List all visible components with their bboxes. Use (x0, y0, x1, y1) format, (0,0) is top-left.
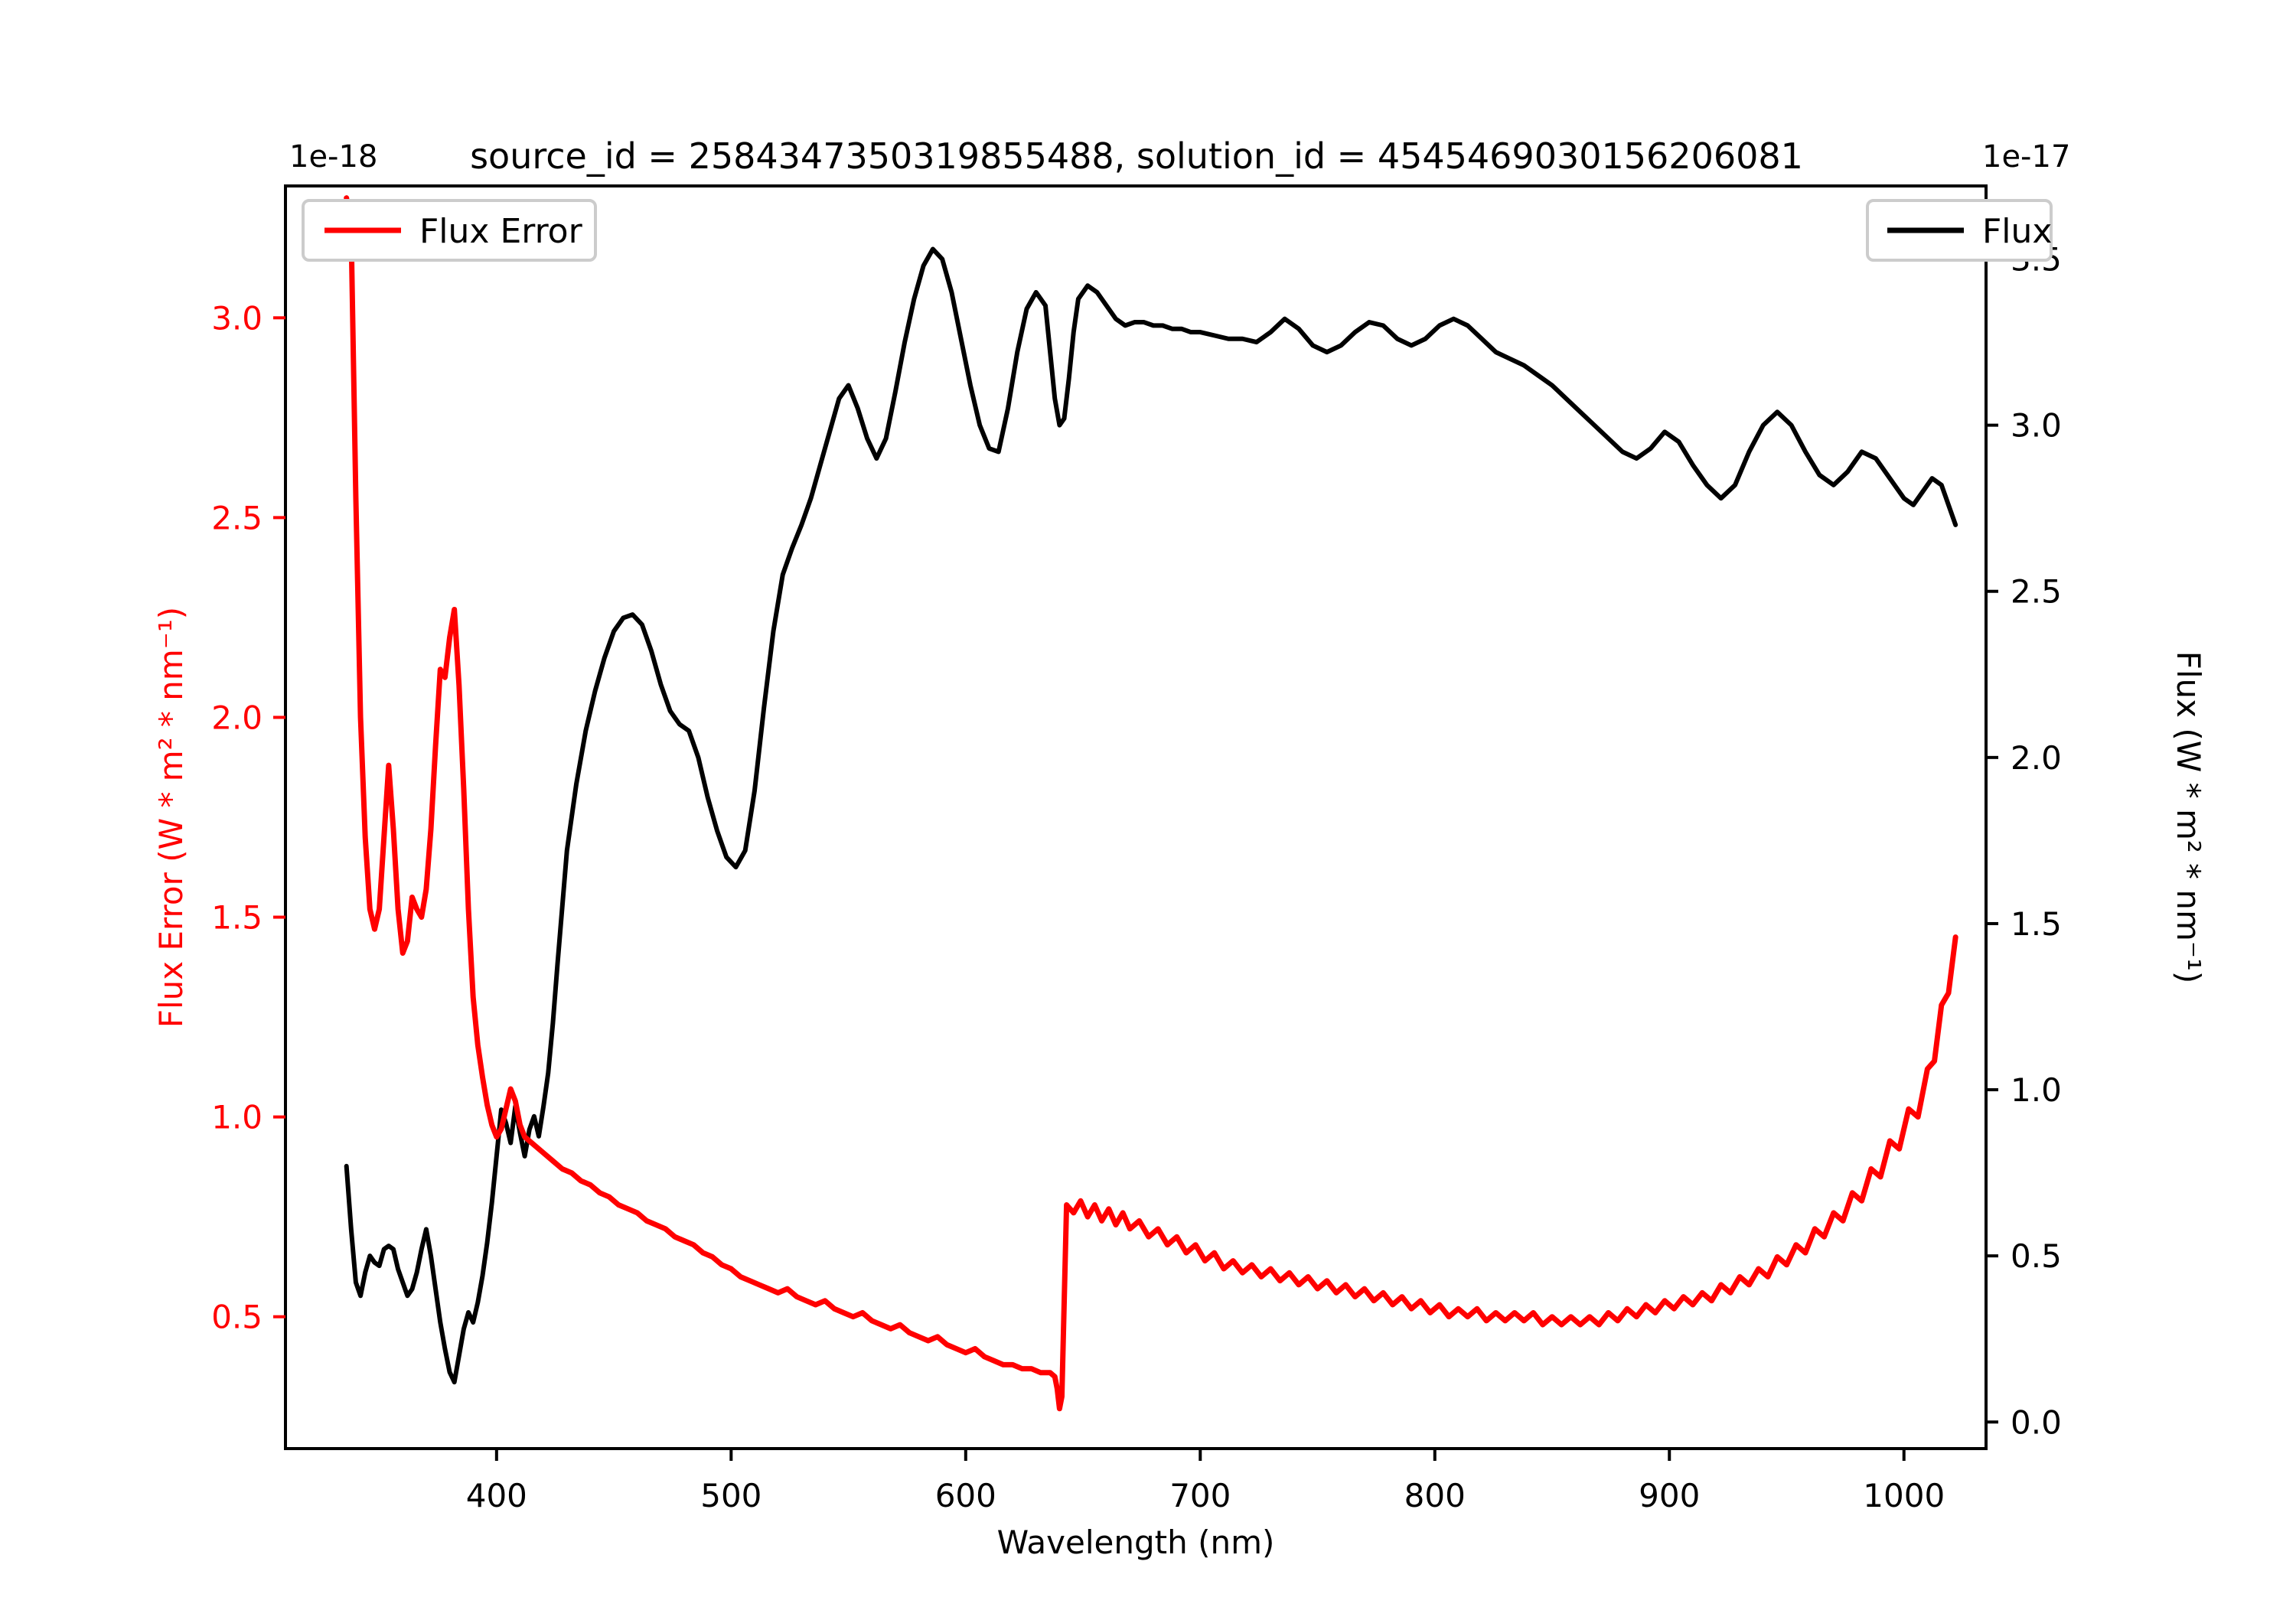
page-title: source_id = 2584347350319855488, solutio… (470, 135, 1803, 177)
x-tick-label: 800 (1404, 1477, 1466, 1514)
left-y-tick-label: 0.5 (211, 1299, 263, 1336)
right-y-tick-label: 2.0 (2011, 739, 2062, 777)
x-tick-label: 1000 (1863, 1477, 1945, 1514)
x-tick-label: 600 (935, 1477, 996, 1514)
flux-error-curve (344, 195, 1958, 1412)
legend-left-label: Flux Error (419, 212, 583, 251)
right-y-tick-label: 1.5 (2011, 905, 2062, 943)
left-y-tick-label: 2.0 (211, 699, 263, 736)
left-axis-offset-text: 1e-18 (289, 139, 377, 174)
x-tick-label: 500 (700, 1477, 762, 1514)
left-y-axis-label: Flux Error (W * m² * nm⁻¹) (152, 607, 190, 1028)
right-y-tick-label: 0.0 (2011, 1403, 2062, 1441)
legend-right-label: Flux (1982, 212, 2052, 251)
x-tick-label: 900 (1639, 1477, 1700, 1514)
x-axis-label: Wavelength (nm) (997, 1524, 1275, 1561)
right-y-tick-label: 1.0 (2011, 1071, 2062, 1109)
legend-left-box (302, 199, 597, 262)
left-y-tick-label: 1.0 (211, 1099, 263, 1136)
left-y-tick-label: 2.5 (211, 499, 263, 536)
flux-curve (344, 246, 1958, 1385)
x-axis-ticks: 400 500 600 700 800 900 1000 (466, 1449, 1945, 1514)
right-axis-offset-text: 1e-17 (1982, 139, 2070, 174)
right-y-tick-label: 0.5 (2011, 1237, 2062, 1275)
right-y-tick-label: 2.5 (2011, 573, 2062, 611)
right-y-axis-label: Flux (W * m² * nm⁻¹) (2170, 651, 2207, 984)
left-y-axis-ticks: 0.5 1.0 1.5 2.0 2.5 3.0 (211, 299, 285, 1336)
left-y-tick-label: 3.0 (211, 299, 263, 337)
x-tick-label: 700 (1169, 1477, 1231, 1514)
x-tick-label: 400 (466, 1477, 527, 1514)
left-y-tick-label: 1.5 (211, 899, 263, 937)
legend-flux[interactable]: Flux (1866, 199, 2053, 262)
right-y-tick-label: 3.0 (2011, 407, 2062, 445)
axes-frame (284, 184, 1988, 1450)
right-y-axis-ticks: 0.00.51.01.52.02.53.03.5 (1986, 241, 2062, 1441)
legend-flux-error[interactable]: Flux Error (302, 199, 597, 262)
